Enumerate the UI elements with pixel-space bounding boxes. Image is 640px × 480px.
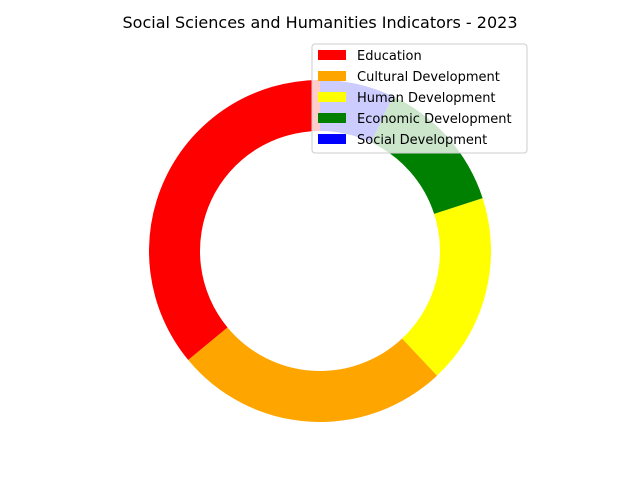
slice-education [148, 80, 320, 360]
legend-label: Social Development [357, 133, 487, 148]
legend-swatch [318, 113, 346, 123]
slice-cultural-development [188, 327, 438, 422]
slice-human-development [402, 198, 491, 376]
legend-frame [311, 43, 528, 154]
legend-swatch [318, 71, 346, 81]
chart-title: Social Sciences and Humanities Indicator… [123, 13, 518, 32]
legend-label: Education [357, 49, 422, 64]
legend: Education Cultural Development Human Devel… [311, 43, 528, 154]
legend-swatch [318, 134, 346, 144]
legend-label: Human Development [357, 91, 496, 106]
legend-label: Economic Development [357, 112, 512, 127]
legend-label: Cultural Development [357, 70, 500, 85]
legend-swatch [318, 92, 346, 102]
legend-swatch [318, 50, 346, 60]
